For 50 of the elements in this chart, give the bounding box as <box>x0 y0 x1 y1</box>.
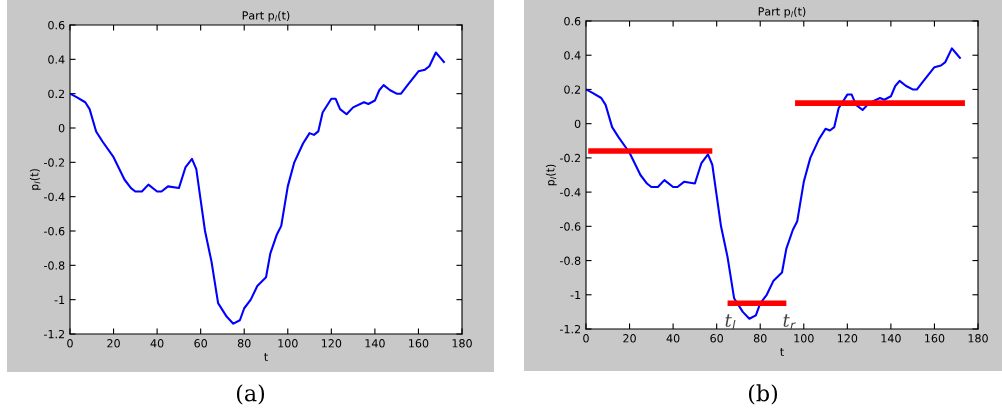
x-tick-label: 60 <box>710 334 723 343</box>
annotation: t$_{r}$ <box>783 314 796 330</box>
y-tick-label: 0 <box>574 119 581 129</box>
y-tick-label: -0.2 <box>44 158 65 167</box>
x-tick-label: 40 <box>666 334 680 343</box>
y-tick-label: -1.2 <box>560 324 581 334</box>
y-tick-label: -0.4 <box>560 188 581 197</box>
x-tick-label: 120 <box>837 334 858 343</box>
y-tick-label: -0.2 <box>560 153 581 163</box>
text: (a) <box>236 384 265 405</box>
x-tick-label: 160 <box>409 339 429 348</box>
y-axis-title: p$_{l}$(t) <box>545 164 557 186</box>
x-tick-label: 180 <box>452 339 472 348</box>
x-tick-label: 100 <box>278 339 298 348</box>
x-axis-title: t <box>780 348 784 356</box>
y-tick-label: -0.6 <box>560 222 581 231</box>
x-tick-label: 120 <box>321 339 342 348</box>
y-tick-label: 0.6 <box>564 16 581 26</box>
y-tick-label: -1.2 <box>44 329 65 339</box>
y-tick-label: -1 <box>570 290 581 299</box>
y-tick-label: 0.2 <box>564 85 581 94</box>
x-tick-label: 100 <box>794 334 814 343</box>
y-tick-label: -0.8 <box>560 256 581 265</box>
y-tick-label: -0.4 <box>44 192 65 202</box>
x-tick-label: 60 <box>194 339 207 348</box>
x-tick-label: 80 <box>237 339 251 348</box>
y-tick-label: 0.4 <box>564 51 581 60</box>
chart-title: Part p$_{l}$(t) <box>758 7 806 18</box>
text: (b) <box>748 384 778 405</box>
y-tick-label: 0.6 <box>48 20 65 30</box>
y-tick-label: 0 <box>58 123 65 133</box>
x-tick-label: 140 <box>881 334 901 343</box>
x-tick-label: 20 <box>623 334 636 343</box>
x-tick-label: 80 <box>753 334 767 343</box>
x-tick-label: 180 <box>968 334 988 343</box>
y-tick-label: 0.2 <box>48 89 65 99</box>
y-tick-label: -0.6 <box>44 226 65 236</box>
y-tick-label: -0.8 <box>44 261 65 270</box>
x-tick-label: 0 <box>583 334 589 343</box>
x-tick-label: 0 <box>67 339 73 348</box>
x-tick-label: 160 <box>925 334 945 343</box>
x-tick-label: 40 <box>150 339 164 348</box>
y-tick-label: 0.4 <box>48 55 65 64</box>
y-axis-title: p$_{l}$(t) <box>29 169 41 190</box>
x-axis-title: t <box>264 353 268 361</box>
x-tick-label: 140 <box>365 339 385 348</box>
x-tick-label: 20 <box>107 339 120 348</box>
annotation: t$_{l}$ <box>725 314 736 330</box>
chart-title: Part p$_{l}$(t) <box>242 11 290 22</box>
y-tick-label: -1 <box>54 295 65 304</box>
